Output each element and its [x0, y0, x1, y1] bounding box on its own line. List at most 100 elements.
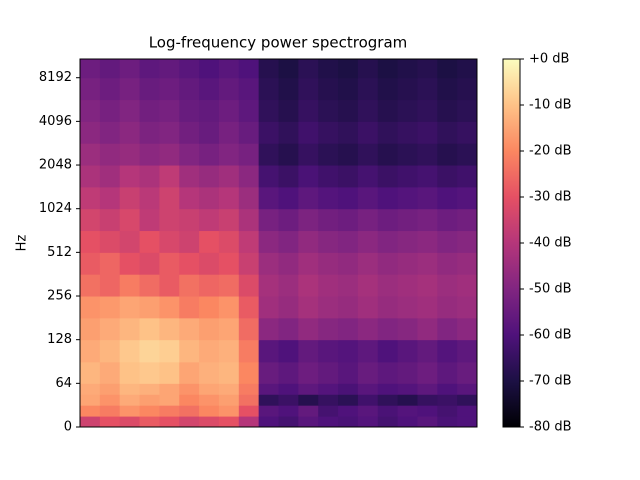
cell [278, 339, 299, 363]
cell [159, 274, 180, 297]
cell [238, 165, 260, 188]
cell [437, 274, 458, 297]
cell [278, 121, 299, 144]
cell [298, 186, 319, 210]
cell [357, 143, 379, 166]
cell [298, 383, 319, 395]
cell [377, 143, 399, 166]
cell [278, 416, 299, 428]
cell [318, 394, 339, 406]
cell [377, 405, 399, 417]
plot-frame [79, 58, 478, 428]
cell [298, 317, 319, 341]
cell [159, 143, 180, 166]
cell [179, 416, 200, 428]
cell [199, 59, 220, 79]
cell [258, 186, 279, 210]
cell [318, 77, 339, 101]
cell [417, 339, 438, 363]
cell [437, 296, 458, 319]
cell [218, 296, 240, 319]
cell [457, 383, 478, 395]
cell [238, 186, 260, 210]
cell [318, 405, 339, 417]
cell [357, 383, 379, 395]
cell [457, 274, 478, 297]
cell [238, 77, 260, 101]
cell [338, 383, 359, 395]
cell [377, 77, 399, 101]
cell [437, 339, 458, 363]
cell [80, 339, 101, 363]
cell [278, 361, 299, 384]
cell [218, 208, 240, 232]
colorbar-tick-label: -80 dB [529, 420, 572, 435]
cell [318, 186, 339, 210]
colorbar-tick-label: -30 dB [529, 190, 572, 205]
cell [258, 59, 279, 79]
cell [377, 416, 399, 428]
cell [218, 361, 240, 384]
cell [318, 165, 339, 188]
y-tick-label: 2048 [39, 158, 72, 173]
cell [377, 274, 399, 297]
cell [318, 416, 339, 428]
cell [139, 165, 160, 188]
cell [457, 416, 478, 428]
cell [80, 383, 101, 395]
cell [397, 317, 418, 341]
cell [278, 383, 299, 395]
cell [159, 252, 180, 275]
cell [99, 361, 121, 384]
cell [417, 383, 438, 395]
cell [179, 208, 200, 232]
cell [338, 99, 359, 122]
cell [357, 121, 379, 144]
cell [159, 339, 180, 363]
cell [417, 296, 438, 319]
cell [397, 383, 418, 395]
cell [159, 416, 180, 428]
cell [417, 121, 438, 144]
cell [218, 77, 240, 101]
cell [99, 77, 121, 101]
cell [377, 317, 399, 341]
cell [199, 317, 220, 341]
y-tick-label: 8192 [39, 70, 72, 85]
cell [298, 296, 319, 319]
cell [99, 296, 121, 319]
cell [397, 296, 418, 319]
cell [397, 165, 418, 188]
cell [357, 274, 379, 297]
cell [457, 252, 478, 275]
cell [437, 59, 458, 79]
cell [258, 165, 279, 188]
cell [377, 252, 399, 275]
cell [159, 77, 180, 101]
cell [298, 208, 319, 232]
cell [159, 230, 180, 253]
cell [238, 339, 260, 363]
cell [298, 77, 319, 101]
cell [179, 405, 200, 417]
cell [199, 121, 220, 144]
cell [238, 405, 260, 417]
cell [119, 165, 141, 188]
cell [417, 143, 438, 166]
cell [318, 230, 339, 253]
cell [437, 77, 458, 101]
cell [338, 143, 359, 166]
cell [457, 77, 478, 101]
cell [179, 383, 200, 395]
cell [238, 143, 260, 166]
cell [199, 296, 220, 319]
cell [338, 394, 359, 406]
cell [298, 361, 319, 384]
cell [139, 59, 160, 79]
cell [159, 394, 180, 406]
cell [318, 99, 339, 122]
cell [139, 361, 160, 384]
cell [357, 230, 379, 253]
cell [397, 99, 418, 122]
cell [338, 296, 359, 319]
